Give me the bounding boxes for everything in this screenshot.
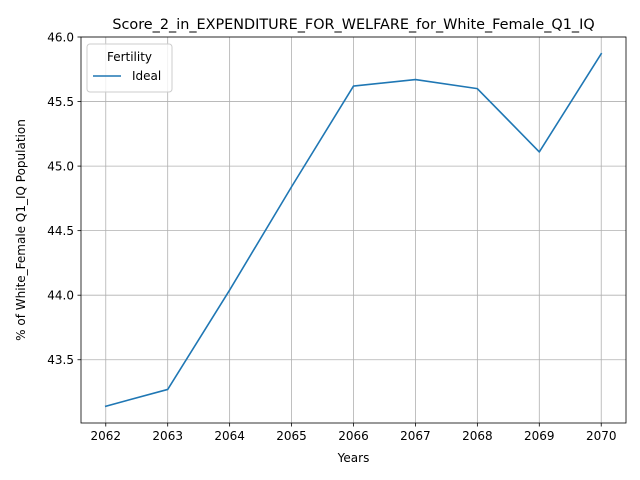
y-tick-label: 46.0	[47, 30, 74, 44]
y-tick-label: 45.0	[47, 159, 74, 173]
legend: Fertility Ideal	[86, 43, 173, 93]
legend-title: Fertility	[107, 50, 152, 64]
x-tick-label: 2062	[90, 429, 121, 443]
x-axis-label: Years	[337, 451, 370, 465]
x-tick-label: 2070	[586, 429, 617, 443]
y-tick-label: 44.0	[47, 288, 74, 302]
legend-label-ideal: Ideal	[132, 69, 161, 83]
y-tick-label: 43.5	[47, 353, 74, 367]
x-tick-label: 2064	[214, 429, 245, 443]
legend-entries: Ideal	[93, 69, 161, 83]
series-line-ideal	[104, 52, 603, 408]
x-tick-label: 2066	[338, 429, 369, 443]
legend-box	[86, 43, 173, 93]
x-tick-label: 2065	[276, 429, 307, 443]
x-tick-label: 2068	[462, 429, 493, 443]
y-tick-label: 44.5	[47, 224, 74, 238]
y-axis-label: % of White_Female Q1_IQ Population	[14, 119, 28, 341]
x-tick-label: 2067	[400, 429, 431, 443]
chart-title: Score_2_in_EXPENDITURE_FOR_WELFARE_for_W…	[112, 17, 594, 33]
y-tick-label: 45.5	[47, 95, 74, 109]
x-tick-label: 2069	[524, 429, 555, 443]
axis-ticks: 2062 2063 2064 2065 2066 2067 2068 2069 2070 43.5…	[47, 30, 616, 443]
x-tick-label: 2063	[152, 429, 183, 443]
series-lines	[104, 52, 603, 408]
